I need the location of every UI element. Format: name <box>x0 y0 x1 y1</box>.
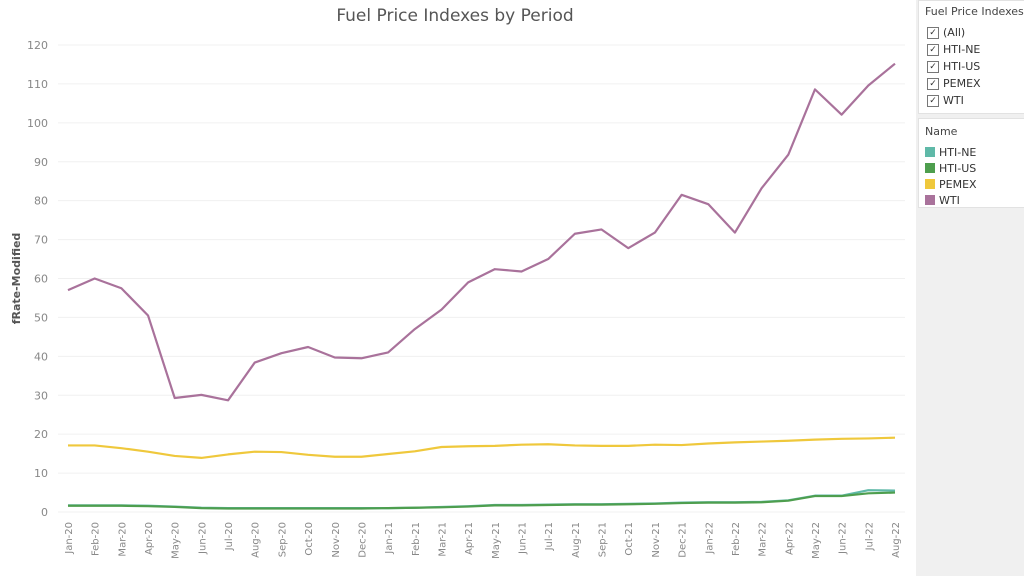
x-tick-label: Feb-20 <box>91 522 102 556</box>
y-tick-label: 20 <box>34 428 48 441</box>
filter-item-label: PEMEX <box>943 77 981 90</box>
side-panel: Fuel Price Indexes ✓ (All) ✓ HTI-NE ✓ HTI-US ✓… <box>916 0 1024 576</box>
legend-swatch <box>925 147 935 157</box>
legend-item[interactable]: HTI-US <box>925 160 1024 176</box>
x-tick-label: Dec-21 <box>678 522 689 558</box>
x-tick-label: Jan-21 <box>384 522 395 555</box>
series-line-wti[interactable] <box>67 62 896 402</box>
x-tick-label: Mar-21 <box>437 522 448 557</box>
filter-item[interactable]: ✓ (All) <box>927 24 1024 41</box>
line-chart: 0 10 20 30 40 50 60 70 80 90 100 110 120 fRate-Modifi… <box>10 39 905 559</box>
x-tick-label: Feb-21 <box>411 522 422 556</box>
x-tick-label: Sep-21 <box>598 522 609 557</box>
filter-item-label: (All) <box>943 26 966 39</box>
x-tick-label: May-20 <box>171 522 182 559</box>
x-tick-label: Apr-22 <box>784 522 795 555</box>
legend-item[interactable]: HTI-NE <box>925 144 1024 160</box>
filter-item[interactable]: ✓ PEMEX <box>927 75 1024 92</box>
chart-title: Fuel Price Indexes by Period <box>336 6 574 26</box>
y-axis-label: fRate-Modified <box>10 233 23 325</box>
checkbox-icon[interactable]: ✓ <box>927 77 939 90</box>
checkbox-icon[interactable]: ✓ <box>927 94 939 107</box>
filter-item[interactable]: ✓ WTI <box>927 92 1024 109</box>
legend-title: Name <box>925 125 958 138</box>
x-tick-label: Oct-20 <box>304 522 315 556</box>
filter-item-label: HTI-NE <box>943 43 981 56</box>
x-tick-label: Dec-20 <box>357 522 368 558</box>
x-tick-label: Jun-21 <box>518 522 529 555</box>
x-tick-label: Aug-22 <box>891 522 902 558</box>
x-tick-label: Sep-20 <box>277 522 288 557</box>
x-tick-label: Mar-22 <box>758 522 769 557</box>
checkbox-icon[interactable]: ✓ <box>927 60 939 73</box>
legend-swatch <box>925 195 935 205</box>
x-tick-label: Jul-21 <box>544 522 555 551</box>
y-tick-label: 30 <box>34 389 48 402</box>
x-tick-label: Jul-20 <box>224 522 235 551</box>
filter-item[interactable]: ✓ HTI-US <box>927 58 1024 75</box>
x-tick-label: Nov-21 <box>651 522 662 558</box>
legend-item[interactable]: WTI <box>925 192 1024 208</box>
checkbox-icon[interactable]: ✓ <box>927 43 939 56</box>
legend-label: PEMEX <box>939 177 977 191</box>
filter-item-label: HTI-US <box>943 60 981 73</box>
x-tick-label: May-21 <box>491 522 502 559</box>
legend-panel: Name HTI-NE HTI-US PEMEX WTI <box>918 118 1024 208</box>
y-tick-label: 110 <box>27 78 48 91</box>
legend-swatch <box>925 163 935 173</box>
x-tick-label: Jan-20 <box>64 522 75 555</box>
x-tick-label: Jun-22 <box>838 522 849 555</box>
y-tick-label: 40 <box>34 350 48 363</box>
x-tick-label: Feb-22 <box>731 522 742 556</box>
checkbox-icon[interactable]: ✓ <box>927 26 939 39</box>
y-tick-label: 80 <box>34 195 48 208</box>
filter-item-label: WTI <box>943 94 964 107</box>
y-tick-label: 70 <box>34 234 48 247</box>
x-tick-label: Mar-20 <box>117 522 128 557</box>
legend-label: HTI-NE <box>939 145 977 159</box>
filter-title: Fuel Price Indexes <box>925 5 1024 18</box>
legend-label: WTI <box>939 193 960 207</box>
x-tick-label: Jun-20 <box>197 522 208 555</box>
x-tick-label: Apr-21 <box>464 522 475 555</box>
series-line-hti-us[interactable] <box>68 491 896 510</box>
x-tick-label: Aug-20 <box>251 522 262 558</box>
x-tick-label: Oct-21 <box>624 522 635 556</box>
y-tick-label: 10 <box>34 467 48 480</box>
legend-swatch <box>925 179 935 189</box>
x-tick-label: Apr-20 <box>144 522 155 555</box>
x-tick-label: Nov-20 <box>331 522 342 558</box>
filter-panel: Fuel Price Indexes ✓ (All) ✓ HTI-NE ✓ HTI-US ✓… <box>918 0 1024 114</box>
x-tick-label: Jan-22 <box>704 522 715 555</box>
y-tick-label: 100 <box>27 117 48 130</box>
y-tick-label: 0 <box>41 506 48 519</box>
x-tick-label: Jul-22 <box>864 522 875 551</box>
x-tick-label: Aug-21 <box>571 522 582 558</box>
y-tick-label: 90 <box>34 156 48 169</box>
legend-item[interactable]: PEMEX <box>925 176 1024 192</box>
legend-label: HTI-US <box>939 161 977 175</box>
y-tick-label: 120 <box>27 39 48 52</box>
y-tick-label: 60 <box>34 273 48 286</box>
filter-item[interactable]: ✓ HTI-NE <box>927 41 1024 58</box>
x-tick-label: May-22 <box>811 522 822 559</box>
y-tick-label: 50 <box>34 311 48 324</box>
series-line-pemex[interactable] <box>68 436 896 460</box>
